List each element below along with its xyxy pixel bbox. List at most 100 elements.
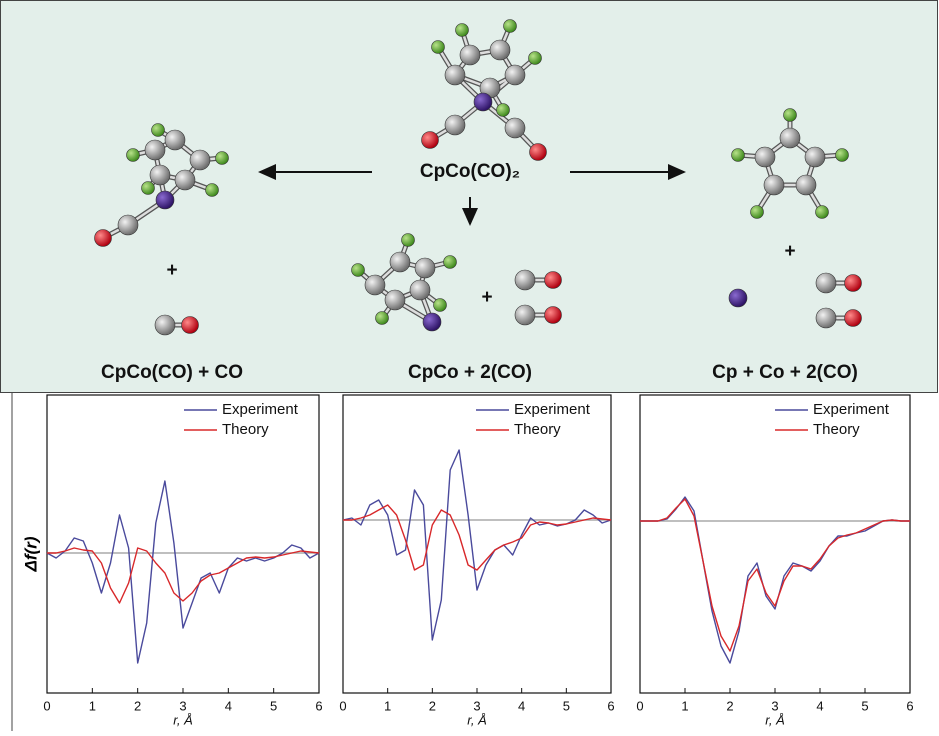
x-tick-label: 4 [518,698,525,713]
legend-label: Experiment [222,401,299,418]
atom [118,215,138,235]
atom [845,275,862,292]
atom [422,132,439,149]
atom [816,206,829,219]
atom [182,317,199,334]
atom [150,165,170,185]
atom [145,140,165,160]
atom [402,234,415,247]
atom [545,307,562,324]
data-line [343,450,611,640]
plus-sign: + [166,260,177,281]
data-line [640,499,910,651]
atom [142,182,155,195]
legend-label: Theory [514,421,561,438]
plot-frame [343,395,611,693]
plot-frame [640,395,910,693]
plus-sign: + [784,241,795,262]
atom [784,109,797,122]
y-axis-label: Δf(r) [21,536,40,572]
atom [515,305,535,325]
x-axis-label: r, Å [467,712,487,727]
x-tick-label: 5 [861,698,868,713]
atom [445,65,465,85]
atom [95,230,112,247]
x-tick-label: 1 [681,698,688,713]
x-tick-label: 1 [384,698,391,713]
atom [156,191,174,209]
atom [764,175,784,195]
atom [415,258,435,278]
data-line [47,481,319,663]
atom [155,315,175,335]
x-tick-label: 2 [726,698,733,713]
atom [434,299,447,312]
x-tick-label: 0 [339,698,346,713]
atom [460,45,480,65]
atom [845,310,862,327]
atom [352,264,365,277]
atom [216,152,229,165]
plus-sign: + [481,287,492,308]
x-axis-label: r, Å [765,712,785,727]
atom [445,115,465,135]
atom [190,150,210,170]
atom [456,24,469,37]
atom [796,175,816,195]
legend-label: Theory [222,421,269,438]
x-tick-label: 3 [473,698,480,713]
x-tick-label: 6 [315,698,322,713]
figure: CpCo(CO)₂ CpCo(CO) + CO CpCo + 2(CO) Cp … [0,0,939,731]
atom [505,118,525,138]
x-tick-label: 5 [563,698,570,713]
atom [751,206,764,219]
product-label: Cp + Co + 2(CO) [712,362,858,383]
atom [755,147,775,167]
x-tick-label: 3 [771,698,778,713]
atom [410,280,430,300]
x-axis-label: r, Å [173,712,193,727]
x-tick-label: 6 [906,698,913,713]
atom [165,130,185,150]
plot-frame [47,395,319,693]
atom [444,256,457,269]
atom [385,290,405,310]
atom [504,20,517,33]
atom [365,275,385,295]
atom [152,124,165,137]
atom [729,289,747,307]
data-line [343,505,611,570]
x-tick-label: 4 [816,698,823,713]
atom [175,170,195,190]
data-line [640,497,910,663]
legend-label: Theory [813,421,860,438]
atom [432,41,445,54]
x-tick-label: 0 [43,698,50,713]
atom [490,40,510,60]
atom [127,149,140,162]
x-tick-label: 4 [225,698,232,713]
atom [505,65,525,85]
x-tick-label: 2 [429,698,436,713]
atom [474,93,492,111]
data-line [47,548,319,603]
atom [816,308,836,328]
atom [816,273,836,293]
reactant-label: CpCo(CO)₂ [420,161,520,182]
atom [529,52,542,65]
x-tick-label: 1 [89,698,96,713]
atom [836,149,849,162]
x-tick-label: 6 [607,698,614,713]
atom [530,144,547,161]
x-tick-label: 0 [636,698,643,713]
atom [545,272,562,289]
atom [732,149,745,162]
atom [780,128,800,148]
atom [206,184,219,197]
x-tick-label: 2 [134,698,141,713]
atom [805,147,825,167]
atom [376,312,389,325]
atom [497,104,510,117]
product-label: CpCo(CO) + CO [101,362,243,383]
product-label: CpCo + 2(CO) [408,362,532,383]
